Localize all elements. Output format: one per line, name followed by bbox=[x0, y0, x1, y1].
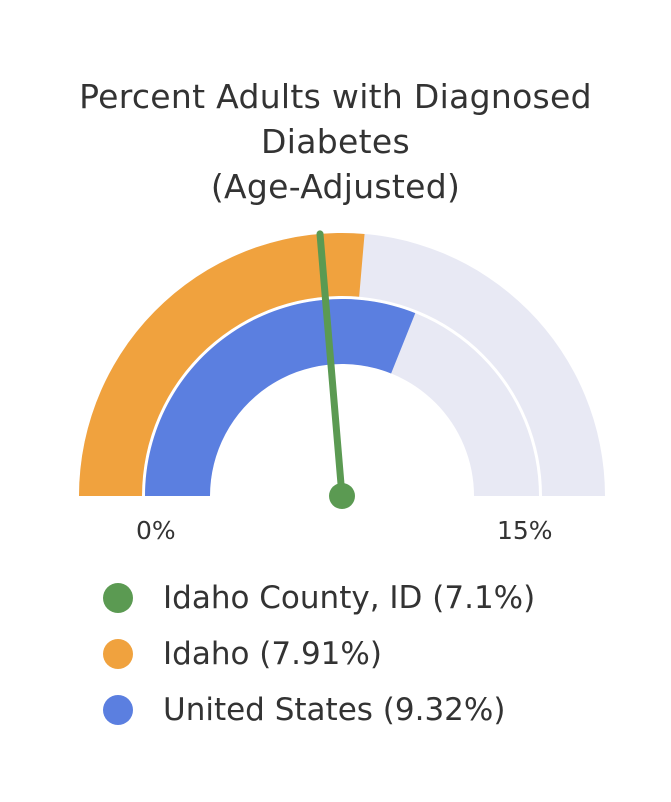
idaho-value-arc bbox=[79, 233, 365, 497]
axis-max-label: 15% bbox=[497, 516, 553, 545]
needle-hub bbox=[329, 483, 355, 509]
legend-item-united-states: United States (9.32%) bbox=[103, 682, 535, 738]
chart-title: Percent Adults with Diagnosed Diabetes (… bbox=[0, 74, 671, 209]
legend: Idaho County, ID (7.1%) Idaho (7.91%) Un… bbox=[103, 570, 535, 738]
chart-title-line-2: Diabetes bbox=[261, 122, 410, 161]
legend-item-idaho: Idaho (7.91%) bbox=[103, 626, 535, 682]
legend-label-united-states: United States (9.32%) bbox=[163, 692, 506, 728]
legend-marker-idaho bbox=[103, 639, 133, 669]
legend-label-idaho-county: Idaho County, ID (7.1%) bbox=[163, 580, 536, 616]
chart-title-line-1: Percent Adults with Diagnosed bbox=[79, 77, 592, 116]
chart-title-line-3: (Age-Adjusted) bbox=[210, 167, 461, 206]
legend-marker-united-states bbox=[103, 695, 133, 725]
legend-item-idaho-county: Idaho County, ID (7.1%) bbox=[103, 570, 535, 626]
united-states-value-arc bbox=[145, 299, 416, 496]
legend-label-idaho: Idaho (7.91%) bbox=[163, 636, 382, 672]
axis-min-label: 0% bbox=[136, 516, 176, 545]
legend-marker-idaho-county bbox=[103, 583, 133, 613]
idaho-county-needle bbox=[316, 230, 346, 500]
